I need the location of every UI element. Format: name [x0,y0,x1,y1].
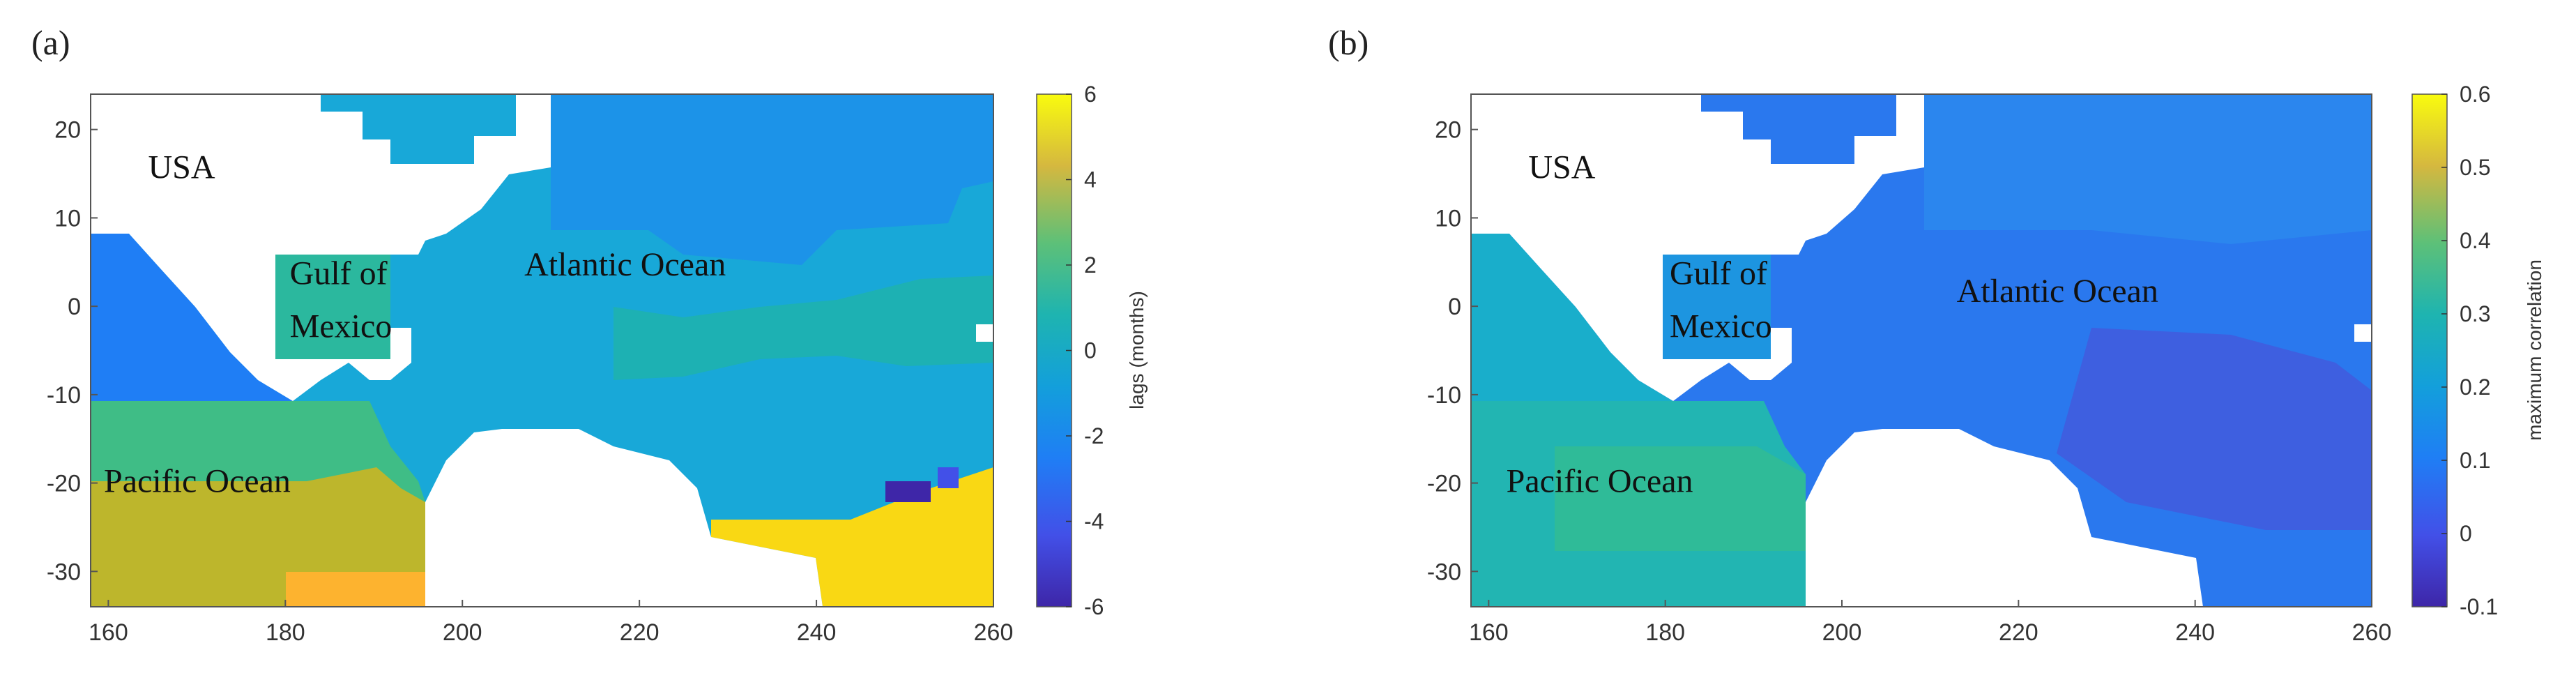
colorbar-tick-label: 0 [1084,338,1097,363]
region-annotation: USA [148,149,215,186]
colorbar-tick-label: -0.1 [2460,594,2498,619]
panel-a-label: (a) [31,23,70,62]
y-tick-label: -30 [47,559,81,585]
region-annotation: Gulf of [1670,255,1767,292]
region-annotation: Mexico [290,308,393,345]
panel-a-colorbar-label: lags (months) [1126,291,1148,409]
region-pacific-south [1555,446,1806,551]
region-annotation: Pacific Ocean [1507,462,1693,499]
region-gulf-of-mexico [275,255,390,359]
x-tick-label: 160 [89,619,128,646]
colorbar-tick-label: -6 [1084,594,1104,619]
x-tick-label: 220 [620,619,660,646]
x-tick-label: 220 [1999,619,2038,646]
panel-a-annotations: USA Gulf of Mexico Atlantic Ocean Pacific Oc… [104,149,726,499]
panel-b-ticks: 160 180 200 220 240 260 20 10 0 -10 -20 -30 [1427,117,2392,646]
x-tick-label: 160 [1469,619,1509,646]
region-atlantic-north [1924,94,2372,244]
y-tick-label: 20 [1435,117,1461,144]
colorbar-tick-label: 2 [1084,252,1097,278]
panel-b-label: (b) [1328,23,1369,62]
region-atlantic-southeast-low [885,481,931,502]
region-annotation: Gulf of [290,255,388,292]
region-atlantic-southeast-low-2 [938,467,959,488]
colorbar-tick-label: -2 [1084,423,1104,448]
y-tick-label: -10 [47,382,81,409]
region-gulf-of-mexico [1663,255,1771,359]
colorbar-tick-label: 0.2 [2460,375,2490,400]
x-tick-label: 180 [266,619,305,646]
colorbar-tick-label: 4 [1084,167,1097,192]
panel-a-heatmap [91,94,993,607]
y-tick-label: 20 [54,117,81,144]
land-island [976,324,993,342]
region-annotation: Mexico [1670,308,1772,345]
panel-a-colorbar [1036,93,1072,607]
region-pacific-near-coast [1471,234,1673,401]
region-pacific-southeast [286,572,425,607]
land-south-america [1806,429,2203,607]
panel-b: (b) 160 180 200 220 240 260 20 10 0 -10 -20 -30 USA… [1328,23,2545,646]
colorbar-tick-label: 0.1 [2460,448,2490,473]
panel-a-ticks: 160 180 200 220 240 260 20 10 0 -10 -20 -30 [47,117,1014,646]
colorbar-tick-label: -4 [1084,509,1104,534]
panel-b-colorbar-ticks: 0.6 0.5 0.4 0.3 0.2 0.1 0 -0.1 [2441,82,2498,619]
region-annotation: USA [1528,149,1595,186]
y-tick-label: -10 [1427,382,1461,409]
x-tick-label: 240 [797,619,837,646]
colorbar-tick-label: 0 [2460,521,2472,546]
y-tick-label: -20 [47,471,81,497]
panel-b-heatmap [1471,94,2372,607]
y-tick-label: -20 [1427,471,1461,497]
x-tick-label: 180 [1645,619,1685,646]
x-tick-label: 200 [1822,619,1862,646]
region-atlantic-southeast [2057,328,2372,530]
land-island [2354,324,2372,342]
x-tick-label: 240 [2175,619,2215,646]
region-pacific-near-coast [91,234,293,401]
panel-a: (a) [31,23,1148,646]
panel-a-colorbar-ticks: 6 4 2 0 -2 -4 -6 [1066,82,1104,619]
land-north-america [91,94,551,401]
x-tick-label: 260 [2352,619,2392,646]
x-tick-label: 200 [443,619,482,646]
colorbar-tick-label: 0.5 [2460,155,2490,180]
colorbar-tick-label: 0.3 [2460,301,2490,326]
colorbar-tick-label: 0.4 [2460,228,2490,253]
y-tick-label: 0 [68,294,81,320]
panel-a-axes-frame [90,93,994,607]
region-annotation: Atlantic Ocean [1957,273,2158,310]
y-tick-label: 10 [54,205,81,232]
region-annotation: Atlantic Ocean [524,246,726,283]
y-tick-label: 10 [1435,205,1461,232]
y-tick-label: -30 [1427,559,1461,585]
panel-b-axes-frame [1470,93,2372,607]
land-south-america [425,429,823,607]
panel-b-annotations: USA Gulf of Mexico Atlantic Ocean Pacific Oc… [1507,149,2158,499]
land-north-america [1471,94,1924,401]
panel-b-colorbar [2411,93,2448,607]
y-tick-label: 0 [1448,294,1461,320]
region-atlantic-band [613,275,993,380]
colorbar-tick-label: 6 [1084,82,1097,107]
region-atlantic-north [551,94,993,265]
x-tick-label: 260 [974,619,1014,646]
region-annotation: Pacific Ocean [104,462,291,499]
panel-b-colorbar-label: maximum correlation [2524,259,2545,441]
colorbar-tick-label: 0.6 [2460,82,2490,107]
